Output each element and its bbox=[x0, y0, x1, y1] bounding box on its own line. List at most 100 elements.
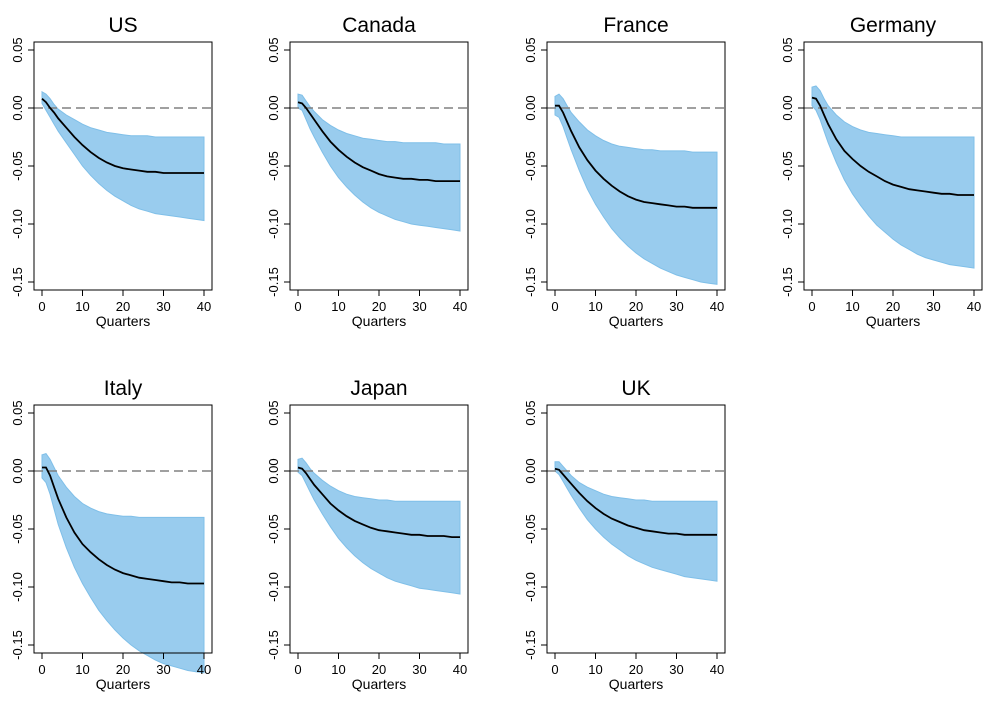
x-axis-label: Quarters bbox=[352, 313, 406, 329]
confidence-band bbox=[297, 457, 461, 595]
y-tick-label: 0.00 bbox=[523, 458, 538, 483]
y-tick-label: 0.05 bbox=[266, 400, 281, 425]
y-tick-label: 0.05 bbox=[523, 400, 538, 425]
x-tick-label: 40 bbox=[453, 662, 467, 677]
y-tick-label: -0.05 bbox=[780, 151, 795, 181]
confidence-band bbox=[554, 93, 718, 285]
y-tick-label: -0.05 bbox=[523, 514, 538, 544]
x-axis-label: Quarters bbox=[352, 676, 406, 692]
panel-japan: Japan 0 10 20 30 40 -0.15 -0.10 -0.05 0.00 0.05 Qua… bbox=[266, 377, 469, 692]
x-tick-label: 20 bbox=[116, 662, 130, 677]
x-axis-label: Quarters bbox=[609, 676, 663, 692]
median-line bbox=[811, 96, 974, 196]
x-tick-label: 10 bbox=[588, 299, 602, 314]
confidence-band bbox=[554, 461, 718, 582]
x-tick-label: 10 bbox=[75, 662, 89, 677]
median-line bbox=[554, 467, 717, 536]
median-line bbox=[42, 466, 204, 585]
x-tick-label: 0 bbox=[38, 299, 45, 314]
x-tick-label: 10 bbox=[588, 662, 602, 677]
x-axis-label: Quarters bbox=[96, 676, 150, 692]
panel-germany: Germany 0 10 20 30 40 -0.15 -0.10 -0.05 0.00 0.05 Q… bbox=[780, 14, 983, 329]
x-tick-label: 10 bbox=[331, 662, 345, 677]
x-tick-label: 40 bbox=[197, 662, 211, 677]
panel-title: France bbox=[603, 14, 668, 37]
y-tick-label: -0.15 bbox=[780, 267, 795, 297]
confidence-band bbox=[41, 90, 205, 222]
x-tick-label: 0 bbox=[294, 662, 301, 677]
y-tick-label: 0.00 bbox=[780, 95, 795, 120]
confidence-band bbox=[811, 85, 975, 269]
y-tick-label: 0.05 bbox=[10, 400, 25, 425]
x-tick-label: 20 bbox=[886, 299, 900, 314]
panel-title: Germany bbox=[850, 14, 937, 37]
y-tick-label: -0.15 bbox=[10, 630, 25, 660]
confidence-band bbox=[41, 453, 205, 674]
y-tick-label: 0.05 bbox=[523, 37, 538, 62]
x-tick-label: 20 bbox=[116, 299, 130, 314]
y-tick-label: 0.05 bbox=[266, 37, 281, 62]
y-tick-label: -0.05 bbox=[10, 514, 25, 544]
confidence-band bbox=[297, 93, 461, 232]
panel-title: Italy bbox=[104, 377, 143, 400]
x-tick-label: 10 bbox=[331, 299, 345, 314]
y-tick-label: -0.10 bbox=[523, 209, 538, 239]
panel-title: UK bbox=[621, 377, 650, 400]
x-tick-label: 30 bbox=[669, 299, 683, 314]
panel-title: Canada bbox=[342, 14, 416, 37]
y-tick-label: -0.10 bbox=[10, 209, 25, 239]
y-tick-label: -0.10 bbox=[266, 209, 281, 239]
y-tick-label: -0.10 bbox=[266, 572, 281, 602]
x-tick-label: 10 bbox=[845, 299, 859, 314]
x-axis-label: Quarters bbox=[609, 313, 663, 329]
y-tick-label: 0.00 bbox=[523, 95, 538, 120]
x-tick-label: 30 bbox=[412, 662, 426, 677]
y-tick-label: -0.10 bbox=[523, 572, 538, 602]
median-line bbox=[297, 466, 460, 538]
panel-france: France 0 10 20 30 40 -0.15 -0.10 -0.05 0.00 0.05 Qu… bbox=[523, 14, 726, 329]
y-tick-label: -0.15 bbox=[523, 267, 538, 297]
panel-title: US bbox=[108, 14, 137, 37]
x-tick-label: 0 bbox=[38, 662, 45, 677]
x-tick-label: 30 bbox=[669, 662, 683, 677]
y-tick-label: -0.05 bbox=[266, 514, 281, 544]
x-tick-label: 0 bbox=[551, 662, 558, 677]
y-tick-label: -0.10 bbox=[780, 209, 795, 239]
panel-us: US 0 10 20 30 40 -0.15 -0.10 -0.05 0.00 0.05 Quarte… bbox=[10, 14, 213, 329]
x-tick-label: 20 bbox=[372, 299, 386, 314]
x-tick-label: 0 bbox=[294, 299, 301, 314]
x-tick-label: 30 bbox=[156, 662, 170, 677]
panel-canada: Canada 0 10 20 30 40 -0.15 -0.10 -0.05 0.00 0.05 Qu… bbox=[266, 14, 469, 329]
y-tick-label: -0.10 bbox=[10, 572, 25, 602]
x-tick-label: 0 bbox=[551, 299, 558, 314]
y-tick-label: -0.05 bbox=[10, 151, 25, 181]
median-line bbox=[41, 98, 204, 174]
panel-title: Japan bbox=[350, 377, 407, 400]
median-line bbox=[297, 101, 460, 182]
x-tick-label: 30 bbox=[412, 299, 426, 314]
panel-italy: Italy 0 10 20 30 40 -0.15 -0.10 -0.05 0.00 0.05 Qua… bbox=[10, 377, 213, 692]
y-tick-label: 0.05 bbox=[780, 37, 795, 62]
x-tick-label: 20 bbox=[629, 662, 643, 677]
y-tick-label: -0.15 bbox=[266, 630, 281, 660]
x-tick-label: 40 bbox=[197, 299, 211, 314]
x-tick-label: 20 bbox=[372, 662, 386, 677]
median-line bbox=[555, 104, 717, 209]
y-tick-label: -0.05 bbox=[266, 151, 281, 181]
x-tick-label: 30 bbox=[156, 299, 170, 314]
y-tick-label: 0.00 bbox=[10, 95, 25, 120]
x-tick-label: 40 bbox=[453, 299, 467, 314]
x-axis-label: Quarters bbox=[866, 313, 920, 329]
y-tick-label: 0.00 bbox=[10, 458, 25, 483]
y-tick-label: -0.15 bbox=[10, 267, 25, 297]
x-tick-label: 40 bbox=[967, 299, 981, 314]
x-axis-label: Quarters bbox=[96, 313, 150, 329]
y-tick-label: 0.05 bbox=[10, 37, 25, 62]
y-tick-label: 0.00 bbox=[266, 458, 281, 483]
y-tick-label: 0.00 bbox=[266, 95, 281, 120]
y-tick-label: -0.05 bbox=[523, 151, 538, 181]
x-tick-label: 0 bbox=[808, 299, 815, 314]
y-tick-label: -0.15 bbox=[523, 630, 538, 660]
